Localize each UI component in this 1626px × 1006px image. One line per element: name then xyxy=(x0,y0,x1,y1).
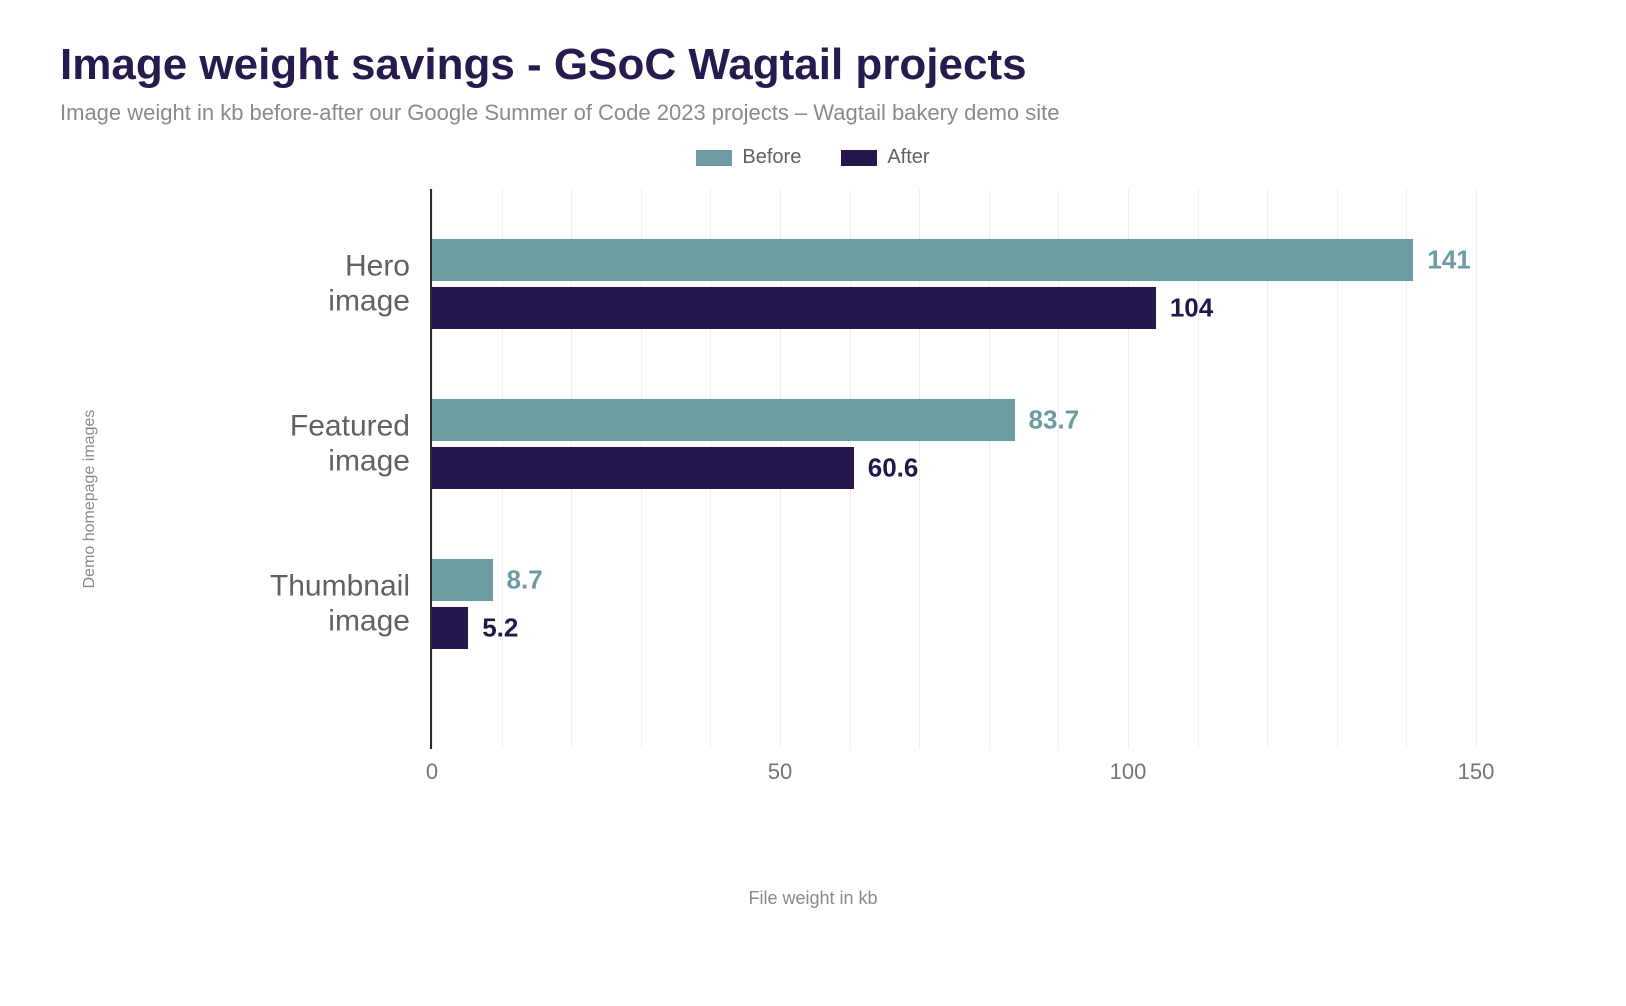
chart-container: Image weight savings - GSoC Wagtail proj… xyxy=(0,0,1626,1006)
y-axis-title: Demo homepage images xyxy=(81,410,99,589)
category-group: Hero image141104 xyxy=(432,239,1476,329)
plot-area: Demo homepage images 0 50 100 150 Hero image… xyxy=(60,189,1566,809)
legend-label-after: After xyxy=(887,146,929,169)
legend-swatch-before xyxy=(696,150,732,166)
x-axis-title: File weight in kb xyxy=(748,888,877,909)
x-tick-label: 100 xyxy=(1110,759,1147,785)
gridline xyxy=(1476,189,1477,749)
x-tick-label: 150 xyxy=(1458,759,1495,785)
category-group: Thumbnail image8.75.2 xyxy=(432,559,1476,649)
category-label: Hero image xyxy=(328,250,432,319)
chart-subtitle: Image weight in kb before-after our Goog… xyxy=(60,100,1566,126)
legend-item-before: Before xyxy=(696,146,801,169)
bar: 8.7 xyxy=(432,559,493,601)
legend-swatch-after xyxy=(841,150,877,166)
bar: 83.7 xyxy=(432,399,1015,441)
legend-item-after: After xyxy=(841,146,929,169)
chart-title: Image weight savings - GSoC Wagtail proj… xyxy=(60,40,1566,90)
bar-value-label: 83.7 xyxy=(1015,405,1080,436)
bar-value-label: 8.7 xyxy=(493,565,543,596)
bar-value-label: 5.2 xyxy=(468,613,518,644)
bar: 5.2 xyxy=(432,607,468,649)
bar: 60.6 xyxy=(432,447,854,489)
legend: Before After xyxy=(60,146,1566,169)
x-tick-label: 0 xyxy=(426,759,438,785)
x-tick-label: 50 xyxy=(768,759,792,785)
category-label: Thumbnail image xyxy=(270,570,432,639)
chart-body: 050100150Hero image141104Featured image8… xyxy=(430,189,1476,749)
bar-value-label: 141 xyxy=(1413,245,1470,276)
bar-value-label: 60.6 xyxy=(854,453,919,484)
category-group: Featured image83.760.6 xyxy=(432,399,1476,489)
category-label: Featured image xyxy=(290,410,432,479)
bar: 141 xyxy=(432,239,1413,281)
legend-label-before: Before xyxy=(742,146,801,169)
bar-value-label: 104 xyxy=(1156,293,1213,324)
bar: 104 xyxy=(432,287,1156,329)
